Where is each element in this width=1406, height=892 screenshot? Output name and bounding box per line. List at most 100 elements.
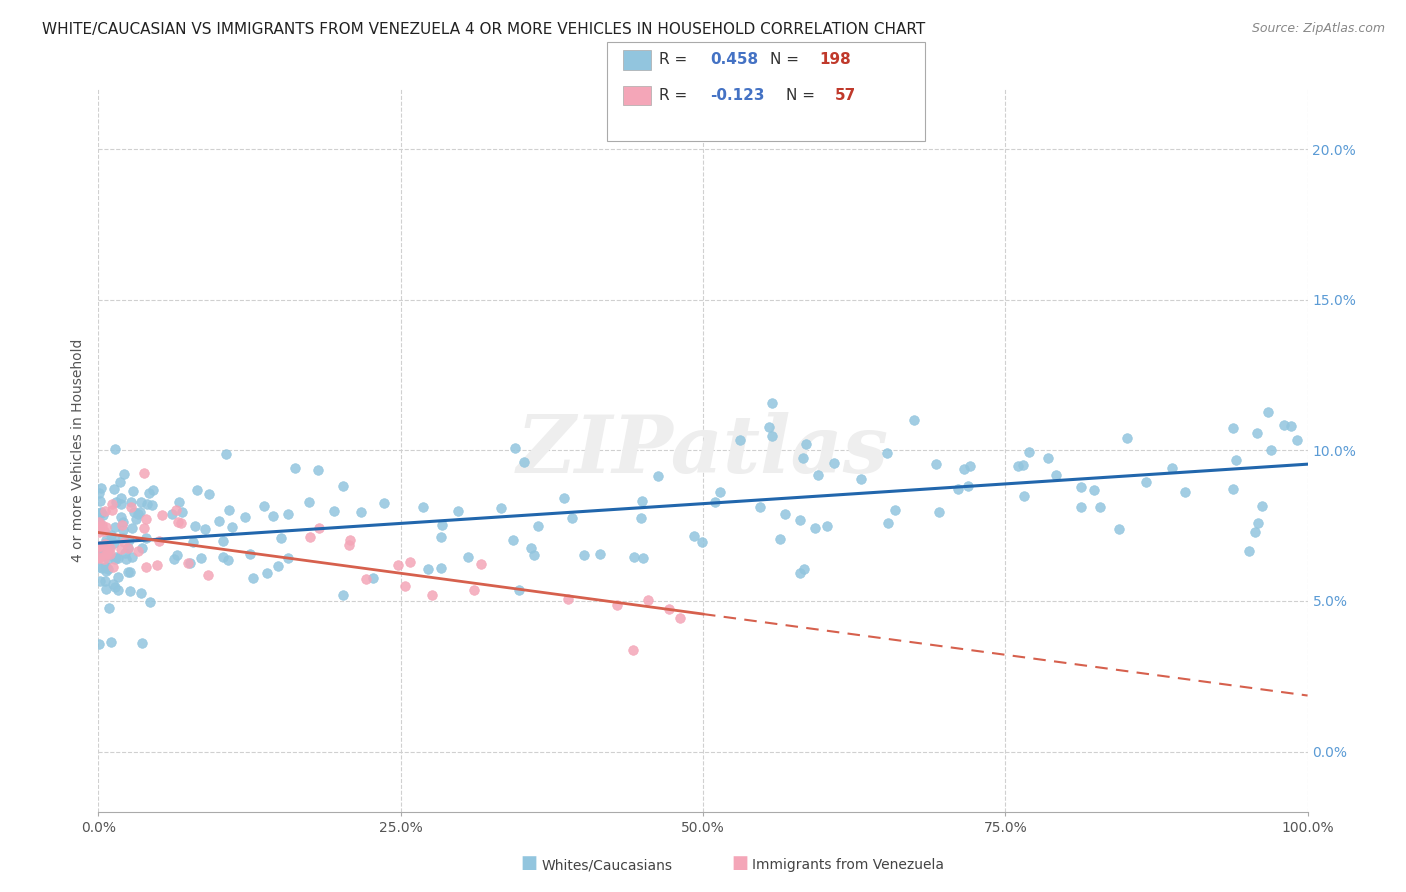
- Point: [221, 519, 243, 533]
- Point: [121, 521, 143, 535]
- Point: [100, 527, 122, 541]
- Text: 57: 57: [835, 88, 856, 103]
- Point: [110, 510, 132, 524]
- Text: N =: N =: [786, 88, 820, 103]
- Point: [337, 538, 360, 552]
- Point: [121, 550, 143, 565]
- Point: [758, 420, 780, 434]
- Point: [96, 544, 118, 558]
- Point: [430, 517, 453, 532]
- Point: [166, 516, 188, 530]
- Point: [117, 533, 139, 547]
- Point: [399, 555, 422, 569]
- Point: [94, 537, 117, 551]
- Point: [103, 531, 125, 545]
- Point: [1012, 489, 1035, 503]
- Point: [323, 504, 346, 518]
- Point: [107, 570, 129, 584]
- Point: [148, 533, 170, 548]
- Point: [1279, 418, 1302, 433]
- Point: [761, 396, 783, 410]
- Point: [111, 523, 134, 537]
- Point: [97, 561, 120, 575]
- Point: [637, 593, 659, 607]
- Text: R =: R =: [659, 53, 693, 67]
- Point: [91, 508, 114, 522]
- Point: [605, 598, 627, 612]
- Point: [87, 550, 110, 565]
- Point: [373, 496, 395, 510]
- Point: [139, 595, 162, 609]
- Point: [135, 531, 157, 545]
- Point: [93, 552, 115, 566]
- Point: [212, 533, 235, 548]
- Point: [103, 560, 125, 574]
- Point: [87, 550, 110, 565]
- Point: [136, 497, 159, 511]
- Point: [94, 549, 117, 563]
- Point: [97, 600, 120, 615]
- Point: [631, 551, 654, 566]
- Point: [104, 552, 127, 566]
- Point: [101, 503, 124, 517]
- Point: [169, 495, 191, 509]
- Point: [94, 544, 117, 558]
- Point: [270, 531, 292, 545]
- Point: [253, 499, 276, 513]
- Point: [704, 494, 727, 508]
- Point: [730, 433, 752, 447]
- Point: [1108, 522, 1130, 536]
- Point: [1174, 484, 1197, 499]
- Point: [179, 556, 201, 570]
- Point: [215, 447, 238, 461]
- Point: [277, 550, 299, 565]
- Point: [1007, 459, 1029, 474]
- Point: [118, 583, 141, 598]
- Point: [928, 505, 950, 519]
- Point: [959, 458, 981, 473]
- Point: [94, 541, 117, 556]
- Text: 198: 198: [820, 53, 852, 67]
- Point: [141, 499, 163, 513]
- Point: [89, 524, 111, 539]
- Point: [98, 547, 121, 561]
- Text: R =: R =: [659, 88, 693, 103]
- Point: [166, 548, 188, 562]
- Point: [135, 512, 157, 526]
- Point: [190, 551, 212, 566]
- Point: [87, 541, 110, 556]
- Point: [89, 574, 111, 588]
- Point: [682, 529, 704, 543]
- Point: [96, 546, 118, 560]
- Point: [394, 579, 416, 593]
- Point: [129, 505, 152, 519]
- Point: [1272, 417, 1295, 432]
- Point: [416, 561, 439, 575]
- Point: [94, 533, 117, 547]
- Point: [120, 500, 142, 514]
- Text: WHITE/CAUCASIAN VS IMMIGRANTS FROM VENEZUELA 4 OR MORE VEHICLES IN HOUSEHOLD COR: WHITE/CAUCASIAN VS IMMIGRANTS FROM VENEZ…: [42, 22, 925, 37]
- Point: [93, 524, 115, 538]
- Point: [1222, 421, 1244, 435]
- Point: [412, 500, 434, 515]
- Point: [105, 495, 128, 509]
- Point: [463, 582, 485, 597]
- Point: [208, 514, 231, 528]
- Point: [104, 520, 127, 534]
- Point: [104, 550, 127, 565]
- Point: [1070, 500, 1092, 514]
- Point: [117, 541, 139, 555]
- Point: [761, 429, 783, 443]
- Point: [94, 582, 117, 596]
- Point: [103, 483, 125, 497]
- Point: [491, 501, 513, 516]
- Point: [87, 486, 110, 500]
- Point: [470, 557, 492, 571]
- Point: [107, 551, 129, 566]
- Point: [332, 588, 354, 602]
- Point: [1070, 480, 1092, 494]
- Point: [127, 507, 149, 521]
- Point: [520, 541, 543, 556]
- Point: [94, 519, 117, 533]
- Point: [117, 565, 139, 579]
